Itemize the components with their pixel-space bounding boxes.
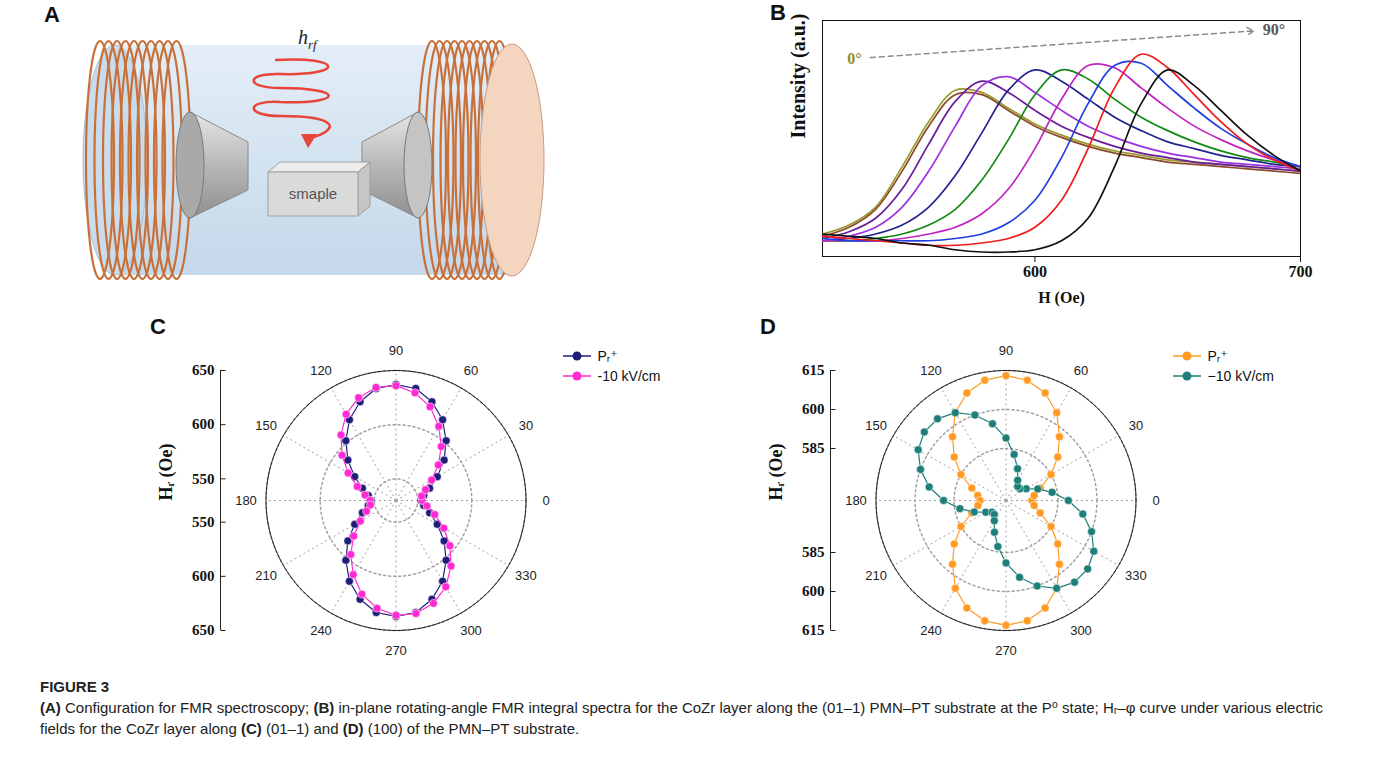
svg-text:270: 270 xyxy=(995,643,1017,658)
svg-text:210: 210 xyxy=(255,568,277,583)
svg-text:600: 600 xyxy=(192,416,215,432)
svg-text:240: 240 xyxy=(920,623,942,638)
svg-text:60: 60 xyxy=(1074,363,1088,378)
svg-text:180: 180 xyxy=(845,493,867,508)
svg-text:650: 650 xyxy=(192,622,215,638)
svg-text:210: 210 xyxy=(865,568,887,583)
svg-text:330: 330 xyxy=(515,568,537,583)
html-text:FIGURE 3: FIGURE 3 xyxy=(40,678,110,695)
svg-text:585: 585 xyxy=(802,544,825,560)
svg-text:Hᵣ (Oe): Hᵣ (Oe) xyxy=(766,443,787,500)
svg-text:30: 30 xyxy=(519,418,533,433)
svg-text:120: 120 xyxy=(310,363,332,378)
html-text:−10 kV/cm: −10 kV/cm xyxy=(1207,368,1274,384)
svg-text:smaple: smaple xyxy=(289,185,337,202)
svg-text:0: 0 xyxy=(1152,493,1159,508)
svg-text:150: 150 xyxy=(255,418,277,433)
svg-text:90°: 90° xyxy=(1263,21,1285,38)
svg-text:700: 700 xyxy=(1289,263,1313,280)
html-text:Pᵣ⁺: Pᵣ⁺ xyxy=(1207,348,1228,364)
svg-text:Hᵣ (Oe): Hᵣ (Oe) xyxy=(156,443,177,500)
svg-text:600: 600 xyxy=(1023,263,1047,280)
svg-text:615: 615 xyxy=(802,362,825,378)
svg-text:600: 600 xyxy=(802,583,825,599)
svg-text:A: A xyxy=(44,2,60,27)
svg-text:600: 600 xyxy=(802,401,825,417)
svg-text:330: 330 xyxy=(1125,568,1147,583)
html-text:C: C xyxy=(150,314,166,339)
svg-text:300: 300 xyxy=(1070,623,1092,638)
svg-text:90: 90 xyxy=(999,343,1013,358)
svg-text:550: 550 xyxy=(192,514,215,530)
svg-text:0: 0 xyxy=(542,493,549,508)
html-text:-10 kV/cm: -10 kV/cm xyxy=(597,368,661,384)
svg-text:60: 60 xyxy=(464,363,478,378)
svg-text:600: 600 xyxy=(192,568,215,584)
svg-text:30: 30 xyxy=(1129,418,1143,433)
svg-text:150: 150 xyxy=(865,418,887,433)
html-text:D: D xyxy=(760,314,776,339)
html-text:Pᵣ⁺: Pᵣ⁺ xyxy=(597,348,618,364)
svg-text:240: 240 xyxy=(310,623,332,638)
html-text:B: B xyxy=(770,0,786,25)
svg-text:H (Oe): H (Oe) xyxy=(1038,289,1085,307)
svg-text:0°: 0° xyxy=(847,50,861,67)
svg-text:180: 180 xyxy=(235,493,257,508)
svg-text:Intensity (a.u.): Intensity (a.u.) xyxy=(787,13,810,138)
svg-text:300: 300 xyxy=(460,623,482,638)
html-text:(A) Configuration for FMR spec: (A) Configuration for FMR spectroscopy; … xyxy=(40,699,1323,737)
svg-text:120: 120 xyxy=(920,363,942,378)
svg-text:650: 650 xyxy=(192,362,215,378)
svg-text:615: 615 xyxy=(802,622,825,638)
svg-text:270: 270 xyxy=(385,643,407,658)
svg-text:90: 90 xyxy=(389,343,403,358)
svg-text:hrf: hrf xyxy=(298,26,319,52)
svg-text:550: 550 xyxy=(192,471,215,487)
svg-text:585: 585 xyxy=(802,440,825,456)
